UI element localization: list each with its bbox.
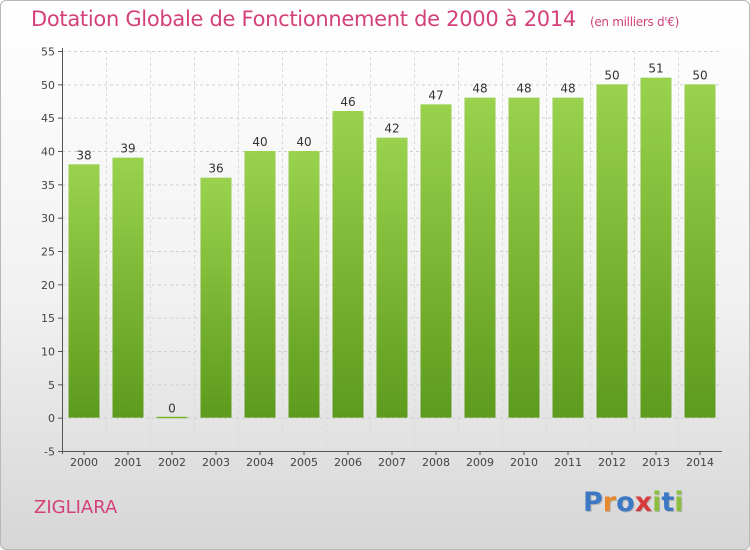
bar — [200, 177, 232, 418]
logo-letter: i — [674, 487, 684, 518]
x-tick-labels: 2000 2001 2002 2003 2004 2005 2006 2007 2008 2009… — [70, 456, 714, 469]
x-tick-label: 2011 — [554, 456, 582, 469]
city-name: ZIGLIARA — [34, 497, 118, 518]
y-tick-label: 40 — [41, 146, 55, 159]
data-label: 51 — [648, 62, 663, 76]
proxiti-logo[interactable]: Proxiti — [583, 487, 684, 518]
bar — [464, 97, 496, 418]
data-label: 40 — [252, 135, 267, 149]
logo-letter: i — [652, 487, 662, 518]
logo-letter: x — [634, 487, 653, 518]
y-tick-label: 0 — [48, 412, 55, 425]
data-label: 40 — [296, 135, 311, 149]
bar — [112, 157, 144, 418]
data-label: 48 — [472, 82, 487, 96]
logo-letter: r — [602, 487, 617, 518]
bar — [552, 97, 584, 418]
x-tick-label: 2012 — [598, 456, 626, 469]
data-label: 50 — [604, 68, 619, 82]
data-label: 48 — [516, 82, 531, 96]
y-tick-label: 25 — [41, 246, 55, 259]
x-tick-label: 2005 — [290, 456, 318, 469]
y-tick-label: 15 — [41, 312, 55, 325]
bar — [596, 84, 628, 418]
y-tick-label: 10 — [41, 346, 55, 359]
title-text: Dotation Globale de Fonctionnement de 20… — [31, 7, 576, 31]
data-label: 48 — [560, 82, 575, 96]
y-tick-label: 5 — [48, 379, 55, 392]
x-tick-label: 2006 — [334, 456, 362, 469]
y-tick-label: 45 — [41, 112, 55, 125]
y-tick-label: 35 — [41, 179, 55, 192]
x-tick-label: 2010 — [510, 456, 538, 469]
data-label: 0 — [168, 402, 176, 416]
data-label: 46 — [340, 95, 355, 109]
y-tick-label: 30 — [41, 212, 55, 225]
bar — [68, 164, 100, 418]
bar — [376, 137, 408, 418]
data-label: 38 — [76, 148, 91, 162]
y-tick-labels: -5 0 5 10 15 20 25 30 35 40 45 50 55 — [41, 46, 55, 459]
bar — [508, 97, 540, 418]
x-tick-label: 2001 — [114, 456, 142, 469]
x-tick-label: 2013 — [642, 456, 670, 469]
x-tick-label: 2008 — [422, 456, 450, 469]
data-label: 36 — [208, 162, 223, 176]
x-tick-label: 2014 — [686, 456, 714, 469]
data-label: 39 — [120, 142, 135, 156]
logo-letter: P — [583, 487, 603, 518]
bar — [244, 151, 276, 418]
y-tick-label: 55 — [41, 46, 55, 59]
chart-title: Dotation Globale de Fonctionnement de 20… — [31, 7, 679, 31]
data-label: 47 — [428, 88, 443, 102]
x-tick-label: 2007 — [378, 456, 406, 469]
bar — [332, 111, 364, 418]
data-labels: 38 39 0 36 40 40 46 42 47 48 48 48 50 51 50 — [76, 62, 707, 416]
x-tick-label: 2000 — [70, 456, 98, 469]
x-tick-label: 2009 — [466, 456, 494, 469]
bars — [68, 77, 716, 419]
unit-note: (en milliers d'€) — [589, 15, 679, 29]
data-label: 42 — [384, 122, 399, 136]
bar — [156, 416, 188, 419]
y-tick-label: 20 — [41, 279, 55, 292]
logo-letter: o — [616, 487, 635, 518]
x-tick-label: 2004 — [246, 456, 274, 469]
bar — [288, 151, 320, 418]
bar — [640, 77, 672, 418]
data-label: 50 — [692, 68, 707, 82]
x-tick-label: 2003 — [202, 456, 230, 469]
bar — [684, 84, 716, 418]
axes — [58, 48, 722, 455]
bar — [420, 104, 452, 418]
x-tick-label: 2002 — [158, 456, 186, 469]
y-tick-label: 50 — [41, 79, 55, 92]
y-tick-label: -5 — [44, 446, 55, 459]
logo-letter: t — [661, 487, 675, 518]
